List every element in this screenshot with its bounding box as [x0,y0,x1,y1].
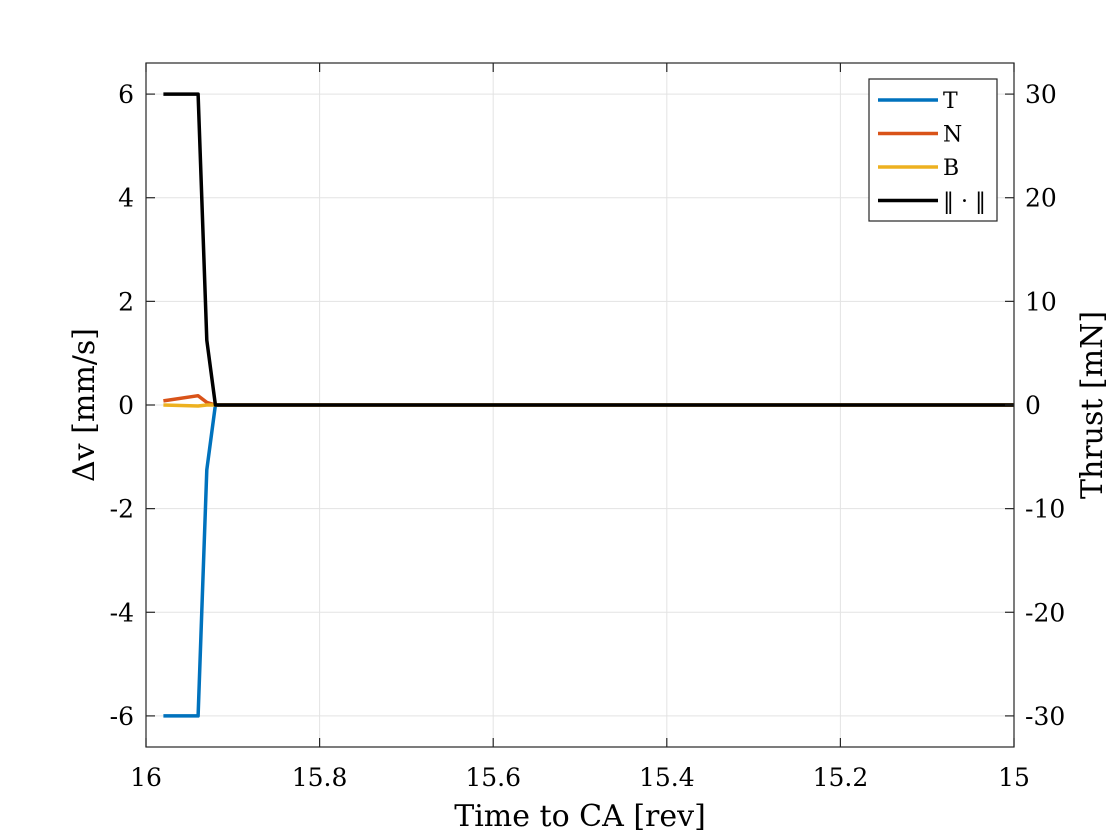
legend: TNB ‖ · ‖ [868,78,998,222]
y2-tick-label: -10 [1025,495,1065,524]
y2-tick-label: 20 [1025,184,1057,213]
series-line-3 [163,92,1014,407]
y-tick-label: -6 [110,702,134,731]
legend-label: N [943,123,962,148]
y-tick-label: 0 [118,391,134,420]
legend-label: B [943,156,959,181]
y2-tick-label: 0 [1025,391,1041,420]
x-tick-label: 15.6 [465,763,521,792]
y-tick-label: 4 [118,184,134,213]
y-tick-label: 6 [118,80,134,109]
x-tick-label: 15.4 [639,763,695,792]
x-tick-label: 15.2 [813,763,869,792]
y-axis-label: Δv [mm/s] [67,328,102,482]
y2-axis-label: Thrust [mN] [1075,311,1110,499]
legend-label: ‖ · ‖ [943,190,986,215]
x-axis-label: Time to CA [rev] [454,799,706,834]
y-tick-label: -4 [110,598,134,627]
x-tick-label: 15 [998,763,1030,792]
y-tick-label: -2 [110,495,134,524]
legend-box [868,78,998,222]
ticks: 16 15.8 15.6 15.4 15.2 15-6-4-20246-30-20-100… [110,63,1065,792]
y2-tick-label: 30 [1025,80,1057,109]
series-layer [163,92,1014,718]
x-tick-label: 16 [130,763,162,792]
y2-tick-label: -30 [1025,702,1065,731]
y-tick-label: 2 [118,287,134,316]
y2-tick-label: -20 [1025,598,1065,627]
legend-label: T [943,89,958,114]
y2-tick-label: 10 [1025,287,1057,316]
x-tick-label: 15.8 [292,763,348,792]
series-line-0 [163,403,1014,718]
